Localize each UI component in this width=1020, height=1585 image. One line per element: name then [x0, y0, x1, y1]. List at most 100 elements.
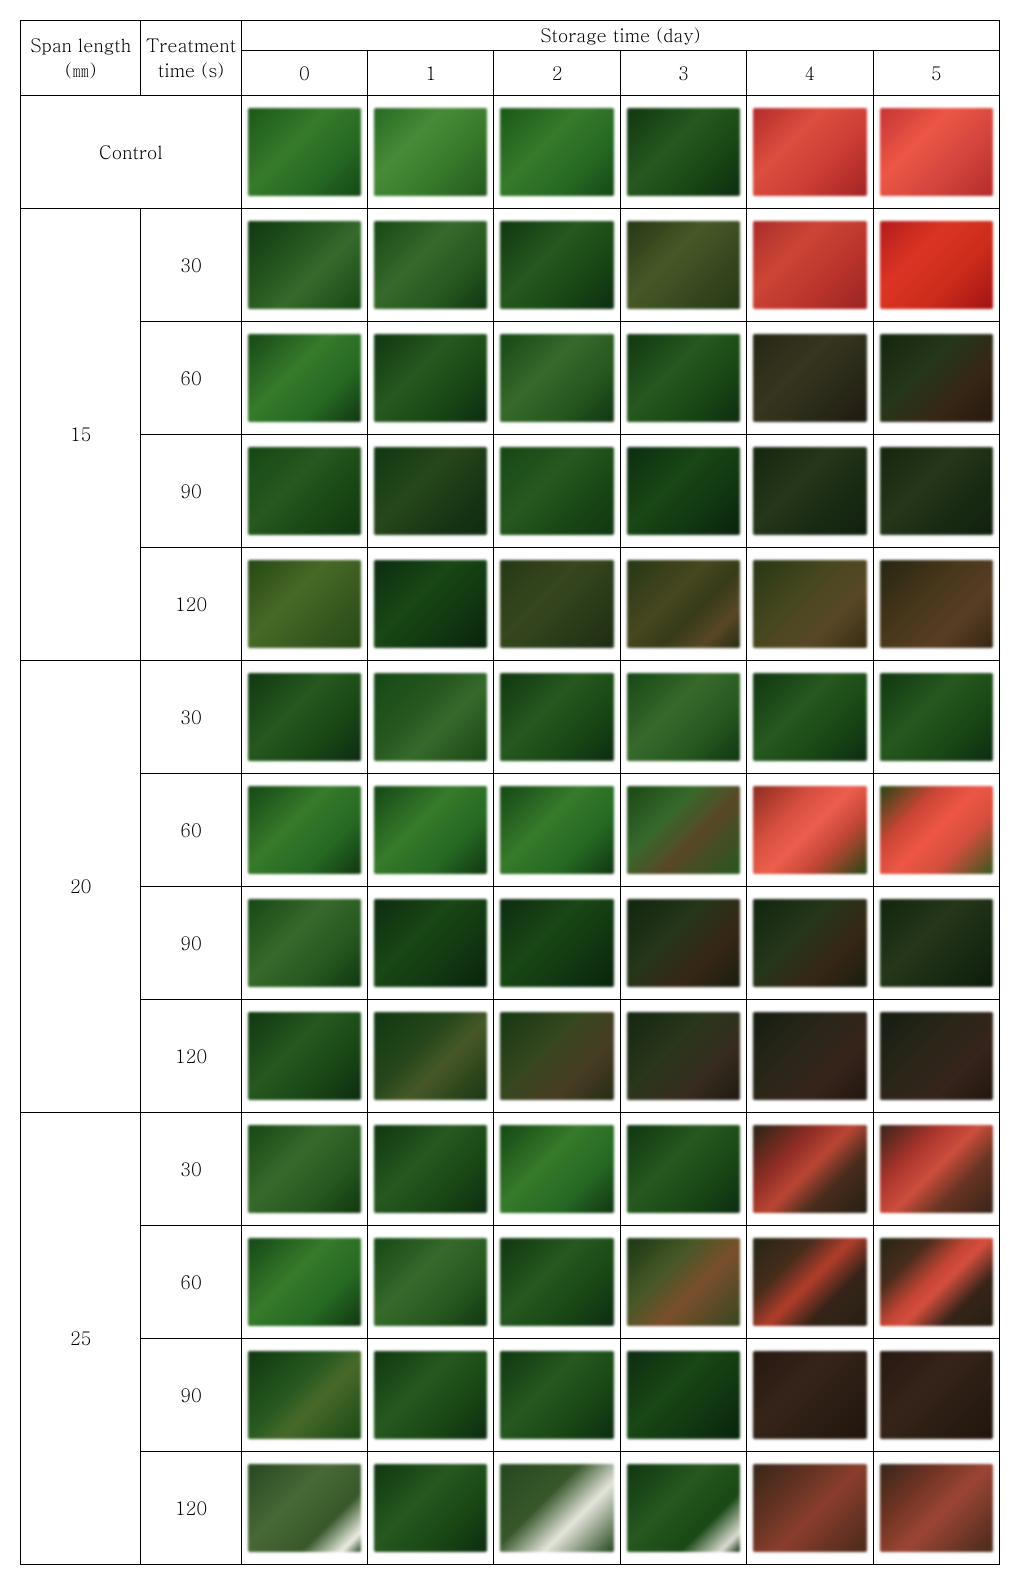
cell-20-90-d0 [241, 887, 367, 1000]
cell-25-120-d2-image [500, 1464, 613, 1552]
cell-25-60-d2-image [500, 1238, 613, 1326]
cell-25-60-d1 [368, 1226, 494, 1339]
cell-15-120-d4 [747, 548, 873, 661]
cell-20-30-d5-image [880, 673, 993, 761]
cell-15-90-d5 [873, 435, 999, 548]
cell-25-60-d5 [873, 1226, 999, 1339]
cell-25-90-d4-image [753, 1351, 866, 1439]
cell-15-90-d3-image [627, 447, 740, 535]
cell-25-60-d0-image [248, 1238, 361, 1326]
cell-20-90-d4-image [753, 899, 866, 987]
cell-15-60-d5-image [880, 334, 993, 422]
header-storage-time: Storage time (day) [241, 21, 999, 51]
cell-20-120-d5 [873, 1000, 999, 1113]
cell-15-120-d4-image [753, 560, 866, 648]
cell-20-120-d3 [620, 1000, 746, 1113]
cell-20-90-d4 [747, 887, 873, 1000]
cell-15-60-d3 [620, 322, 746, 435]
cell-15-90-d2 [494, 435, 620, 548]
cell-15-90-d0 [241, 435, 367, 548]
header-day-4: 4 [747, 51, 873, 96]
header-day-2: 2 [494, 51, 620, 96]
cell-25-90-d3-image [627, 1351, 740, 1439]
row-label-treat-15-90: 90 [141, 435, 241, 548]
cell-15-90-d1-image [374, 447, 487, 535]
cell-15-90-d2-image [500, 447, 613, 535]
cell-control-d3-image [627, 108, 740, 196]
cell-20-60-d3-image [627, 786, 740, 874]
cell-15-90-d4 [747, 435, 873, 548]
row-label-treat-20-60: 60 [141, 774, 241, 887]
cell-20-60-d1 [368, 774, 494, 887]
cell-20-30-d1 [368, 661, 494, 774]
cell-25-120-d3-image [627, 1464, 740, 1552]
cell-15-60-d4 [747, 322, 873, 435]
cell-15-60-d0 [241, 322, 367, 435]
row-label-treat-15-120: 120 [141, 548, 241, 661]
cell-25-90-d0 [241, 1339, 367, 1452]
row-label-treat-15-30: 30 [141, 209, 241, 322]
row-label-treat-25-30: 30 [141, 1113, 241, 1226]
cell-20-90-d5 [873, 887, 999, 1000]
cell-15-30-d3 [620, 209, 746, 322]
cell-20-30-d0-image [248, 673, 361, 761]
cell-20-120-d5-image [880, 1012, 993, 1100]
cell-control-d5-image [880, 108, 993, 196]
cell-20-90-d5-image [880, 899, 993, 987]
cell-25-60-d3-image [627, 1238, 740, 1326]
cell-20-30-d5 [873, 661, 999, 774]
cell-20-120-d4 [747, 1000, 873, 1113]
cell-25-90-d2-image [500, 1351, 613, 1439]
cell-25-120-d4 [747, 1452, 873, 1565]
cell-15-120-d0-image [248, 560, 361, 648]
cell-25-30-d3 [620, 1113, 746, 1226]
cell-20-120-d0 [241, 1000, 367, 1113]
cell-15-120-d2-image [500, 560, 613, 648]
cell-control-d1 [368, 96, 494, 209]
cell-20-90-d1-image [374, 899, 487, 987]
experiment-table: Span length (㎜) Treatment time (s) Stora… [20, 20, 1000, 1565]
cell-25-30-d5 [873, 1113, 999, 1226]
cell-15-120-d0 [241, 548, 367, 661]
cell-25-90-d2 [494, 1339, 620, 1452]
cell-25-90-d3 [620, 1339, 746, 1452]
cell-25-90-d5-image [880, 1351, 993, 1439]
cell-15-30-d4-image [753, 221, 866, 309]
row-label-treat-25-120: 120 [141, 1452, 241, 1565]
cell-20-90-d2-image [500, 899, 613, 987]
cell-25-60-d0 [241, 1226, 367, 1339]
cell-15-30-d0-image [248, 221, 361, 309]
cell-15-60-d3-image [627, 334, 740, 422]
row-label-treat-25-60: 60 [141, 1226, 241, 1339]
cell-25-90-d1-image [374, 1351, 487, 1439]
cell-20-120-d2 [494, 1000, 620, 1113]
cell-15-60-d5 [873, 322, 999, 435]
row-label-treat-15-60: 60 [141, 322, 241, 435]
cell-15-30-d5 [873, 209, 999, 322]
cell-control-d0 [241, 96, 367, 209]
cell-20-30-d4 [747, 661, 873, 774]
cell-20-60-d0 [241, 774, 367, 887]
cell-25-60-d1-image [374, 1238, 487, 1326]
cell-control-d0-image [248, 108, 361, 196]
cell-15-60-d0-image [248, 334, 361, 422]
cell-25-120-d5 [873, 1452, 999, 1565]
cell-15-90-d1 [368, 435, 494, 548]
cell-25-30-d3-image [627, 1125, 740, 1213]
header-treatment-time: Treatment time (s) [141, 21, 241, 96]
cell-15-60-d1 [368, 322, 494, 435]
cell-15-60-d1-image [374, 334, 487, 422]
cell-20-60-d5-image [880, 786, 993, 874]
cell-20-120-d1 [368, 1000, 494, 1113]
cell-20-60-d5 [873, 774, 999, 887]
cell-20-90-d2 [494, 887, 620, 1000]
cell-20-30-d2 [494, 661, 620, 774]
header-day-5: 5 [873, 51, 999, 96]
cell-25-60-d4-image [753, 1238, 866, 1326]
cell-15-120-d5-image [880, 560, 993, 648]
cell-25-30-d4 [747, 1113, 873, 1226]
row-label-treat-20-90: 90 [141, 887, 241, 1000]
cell-20-30-d2-image [500, 673, 613, 761]
cell-15-30-d1 [368, 209, 494, 322]
cell-25-120-d1-image [374, 1464, 487, 1552]
